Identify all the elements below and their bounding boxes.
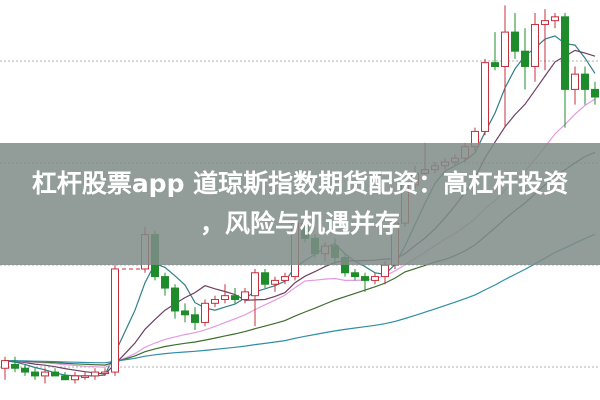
candle-body: [231, 295, 239, 300]
candle-body: [81, 375, 89, 378]
candle-body: [481, 62, 489, 132]
candle-body: [191, 314, 199, 323]
candle-body: [381, 264, 389, 278]
candle-body: [101, 371, 109, 375]
candle-body: [511, 31, 519, 52]
candle-body: [281, 276, 289, 281]
candle-body: [211, 299, 219, 304]
candle-body: [241, 291, 249, 300]
candle-body: [501, 31, 509, 67]
title-line-2: ，风险与机遇并存: [199, 209, 400, 238]
candle-body: [111, 268, 119, 373]
candle-body: [261, 272, 269, 285]
candle-body: [91, 371, 99, 377]
candle-body: [21, 367, 29, 373]
candle-body: [11, 363, 19, 369]
candle-body: [71, 375, 79, 381]
candle-body: [521, 50, 529, 67]
candle-body: [571, 73, 579, 90]
candle-body: [351, 272, 359, 278]
candle-body: [201, 302, 209, 323]
title-line-1: 杠杆股票app 道琼斯指数期货配资：高杠杆投资: [31, 169, 569, 198]
candle-body: [171, 287, 179, 312]
candle-body: [1, 360, 9, 369]
candle-body: [591, 88, 599, 98]
candle-body: [31, 371, 39, 377]
candle-body: [581, 73, 589, 90]
ma-line-60: [4, 233, 596, 364]
title-banner: 杠杆股票app 道琼斯指数期货配资：高杠杆投资 ，风险与机遇并存: [0, 143, 600, 265]
candle-body: [181, 310, 189, 316]
candle-body: [221, 295, 229, 300]
candle-body: [61, 375, 69, 381]
candle-body: [491, 62, 499, 67]
candle-body: [561, 16, 569, 90]
candle-body: [271, 279, 279, 285]
candle-body: [161, 276, 169, 289]
candle-body: [541, 20, 549, 25]
candle-body: [41, 371, 49, 377]
candle-body: [251, 272, 259, 297]
candle-body: [361, 276, 369, 281]
candle-body: [551, 16, 559, 22]
candle-body: [51, 371, 59, 377]
candle-body: [371, 276, 379, 281]
candle-body: [531, 23, 539, 67]
